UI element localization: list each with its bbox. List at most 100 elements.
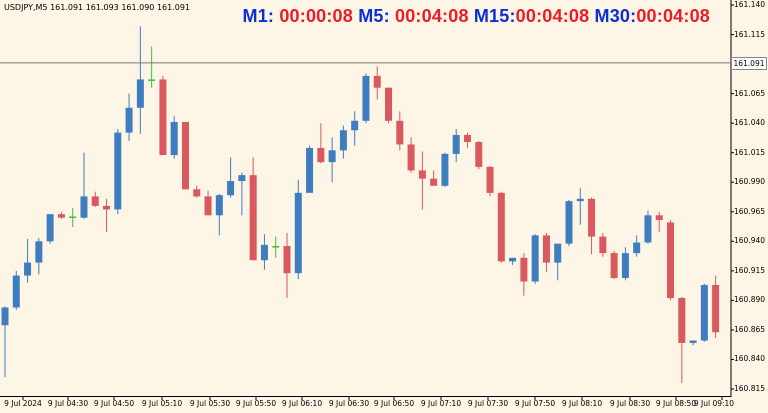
- timer-m5-value: 00:04:08: [395, 6, 469, 26]
- price-tick-label: 161.065: [734, 88, 766, 98]
- time-tick-label: 9 Jul 08:10: [561, 399, 603, 408]
- candle-timers: M1: 00:00:08 M5: 00:04:08 M15:00:04:08 M…: [243, 6, 710, 27]
- candle-body[interactable]: [272, 246, 280, 248]
- price-tick-label: 160.815: [734, 384, 766, 393]
- candle-body[interactable]: [181, 121, 189, 190]
- candle-body[interactable]: [565, 201, 573, 244]
- candle-body[interactable]: [351, 120, 359, 131]
- time-tick-label: 9 Jul 05:50: [235, 399, 277, 408]
- candle-body[interactable]: [610, 253, 618, 278]
- timer-m15-label: M15:: [473, 6, 516, 26]
- time-tick-label: 9 Jul 08:30: [609, 399, 651, 408]
- candle-body[interactable]: [294, 192, 302, 274]
- candle-body[interactable]: [430, 178, 438, 186]
- price-tick-label: 160.940: [734, 236, 766, 246]
- time-tick-label: 9 Jul 04:30: [47, 399, 89, 408]
- symbol-info: USDJPY,M5 161.091 161.093 161.090 161.09…: [4, 3, 191, 12]
- candle-body[interactable]: [125, 107, 133, 133]
- candle-body[interactable]: [260, 244, 268, 261]
- candle-body[interactable]: [362, 75, 370, 121]
- candle-body[interactable]: [633, 242, 641, 254]
- price-tick-label: 160.965: [734, 206, 766, 216]
- candle-body[interactable]: [193, 189, 201, 197]
- candle-body[interactable]: [339, 130, 347, 151]
- candle-body[interactable]: [283, 246, 291, 274]
- price-tick-label: 160.890: [734, 295, 766, 305]
- candle-body[interactable]: [46, 214, 54, 242]
- price-tick-label: 160.840: [734, 354, 766, 364]
- timer-m30-value: 00:04:08: [636, 6, 710, 26]
- candle-body[interactable]: [576, 198, 584, 202]
- candle-body[interactable]: [621, 253, 629, 278]
- candle-body[interactable]: [136, 79, 144, 108]
- current-price-label: 161.091: [731, 56, 767, 70]
- candle-body[interactable]: [700, 285, 708, 341]
- time-tick-label: 9 Jul 04:50: [93, 399, 135, 408]
- candle-body[interactable]: [407, 144, 415, 171]
- candle-body[interactable]: [385, 87, 393, 121]
- timer-m1-label: M1:: [242, 6, 275, 26]
- candle-body[interactable]: [678, 298, 686, 343]
- candle-body[interactable]: [103, 205, 111, 210]
- time-tick-label: 9 Jul 2024: [4, 399, 42, 408]
- candle-body[interactable]: [497, 192, 505, 262]
- candle-body[interactable]: [531, 235, 539, 282]
- candle-body[interactable]: [227, 181, 235, 196]
- price-tick-label: 160.990: [734, 177, 766, 187]
- candle-body[interactable]: [520, 257, 528, 282]
- time-tick-label: 9 Jul 05:10: [141, 399, 183, 408]
- time-tick-label: 9 Jul 05:30: [189, 399, 231, 408]
- time-tick-label: 9 Jul 07:50: [514, 399, 556, 408]
- candle-body[interactable]: [1, 307, 9, 326]
- candle-body[interactable]: [12, 275, 20, 308]
- time-tick-label: 9 Jul 09:10: [693, 399, 735, 408]
- timer-m5-label: M5:: [358, 6, 390, 26]
- timer-m1-value: 00:00:08: [279, 6, 353, 26]
- candle-body[interactable]: [204, 196, 212, 216]
- candle-body[interactable]: [114, 132, 122, 210]
- candle-body[interactable]: [441, 153, 449, 186]
- candle-body[interactable]: [373, 75, 381, 88]
- candle-body[interactable]: [396, 120, 404, 145]
- candle-body[interactable]: [215, 195, 223, 216]
- time-tick-label: 9 Jul 07:30: [467, 399, 509, 408]
- candle-body[interactable]: [249, 175, 257, 261]
- candle-body[interactable]: [712, 285, 720, 333]
- candle-body[interactable]: [306, 147, 314, 193]
- candle-body[interactable]: [599, 236, 607, 254]
- candle-body[interactable]: [475, 142, 483, 167]
- time-tick-label: 9 Jul 06:50: [373, 399, 415, 408]
- candle-body[interactable]: [317, 147, 325, 163]
- candle-body[interactable]: [328, 150, 336, 163]
- price-tick-label: 160.865: [734, 324, 766, 334]
- candle-body[interactable]: [588, 198, 596, 237]
- candle-body[interactable]: [24, 262, 32, 276]
- candle-body[interactable]: [452, 134, 460, 154]
- price-tick-label: 161.040: [734, 118, 766, 128]
- candle-body[interactable]: [418, 170, 426, 179]
- candle-body[interactable]: [69, 216, 77, 218]
- candle-body[interactable]: [35, 241, 43, 263]
- candle-body[interactable]: [655, 215, 663, 221]
- candle-body[interactable]: [689, 340, 697, 343]
- candle-body[interactable]: [80, 196, 88, 218]
- candle-body[interactable]: [542, 235, 550, 263]
- candle-body[interactable]: [463, 134, 471, 143]
- candle-body[interactable]: [170, 121, 178, 156]
- candle-body[interactable]: [57, 214, 65, 218]
- candle-body[interactable]: [667, 222, 675, 299]
- time-tick-label: 9 Jul 06:30: [328, 399, 370, 408]
- candle-body[interactable]: [238, 175, 246, 182]
- candle-body[interactable]: [91, 196, 99, 206]
- candle-body[interactable]: [509, 257, 517, 262]
- time-tick-label: 9 Jul 08:50: [655, 399, 697, 408]
- candle-body[interactable]: [486, 166, 494, 193]
- timer-m15-value: 00:04:08: [515, 6, 590, 26]
- candle-body[interactable]: [159, 79, 167, 156]
- candle-body[interactable]: [148, 79, 156, 81]
- price-tick-label: 160.915: [734, 265, 766, 275]
- candle-body[interactable]: [554, 243, 562, 263]
- candle-body[interactable]: [644, 215, 652, 243]
